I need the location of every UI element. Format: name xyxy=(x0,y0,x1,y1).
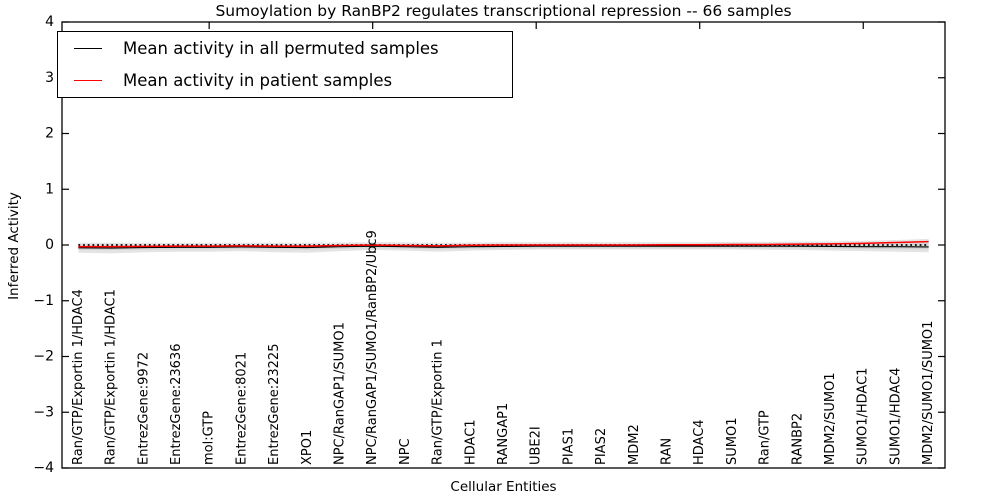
y-tick-label: −2 xyxy=(33,349,54,365)
x-tick-label: Ran/GTP xyxy=(758,410,773,465)
legend-item-patient: Mean activity in patient samples xyxy=(58,65,512,95)
x-tick-label: RANBP2 xyxy=(790,413,805,465)
legend-line-sample-patient xyxy=(74,79,102,81)
y-tick-label: −1 xyxy=(33,293,54,309)
x-tick-label: NPC/RanGAP1/SUMO1/RanBP2/Ubc9 xyxy=(365,230,380,465)
x-tick-label: NPC xyxy=(398,438,413,465)
x-tick-label: Ran/GTP/Exportin 1/HDAC4 xyxy=(71,289,86,465)
y-tick-label: −4 xyxy=(33,460,54,476)
y-tick-label: −3 xyxy=(33,404,54,420)
x-tick-label: HDAC1 xyxy=(463,419,478,465)
y-tick-label: 1 xyxy=(45,181,54,197)
y-tick-label: 0 xyxy=(45,237,54,253)
x-tick-label: MDM2 xyxy=(627,424,642,465)
x-tick-label: RAN xyxy=(660,438,675,465)
x-tick-label: EntrezGene:9972 xyxy=(136,352,151,465)
x-tick-label: MDM2/SUMO1 xyxy=(823,372,838,465)
x-tick-label: Ran/GTP/Exportin 1 xyxy=(431,339,446,465)
x-tick-label: PIAS1 xyxy=(561,428,576,465)
y-axis-label: Inferred Activity xyxy=(6,192,22,300)
x-tick-label: UBE2I xyxy=(529,426,544,465)
x-tick-label: SUMO1/HDAC1 xyxy=(856,368,871,465)
x-tick-label: EntrezGene:23636 xyxy=(169,344,184,465)
x-tick-label: XPO1 xyxy=(300,430,315,465)
legend-label-permuted: Mean activity in all permuted samples xyxy=(123,39,439,59)
x-tick-label: SUMO1 xyxy=(725,418,740,466)
x-tick-label: MDM2/SUMO1/SUMO1 xyxy=(921,321,936,465)
legend-label-patient: Mean activity in patient samples xyxy=(123,70,393,90)
y-tick-label: 3 xyxy=(45,70,54,86)
x-tick-label: HDAC4 xyxy=(692,419,707,465)
x-tick-label: mol:GTP xyxy=(202,411,217,465)
x-tick-label: NPC/RanGAP1/SUMO1 xyxy=(332,322,347,465)
y-tick-label: 2 xyxy=(45,126,54,142)
x-tick-label: Ran/GTP/Exportin 1/HDAC1 xyxy=(104,289,119,465)
legend-item-permuted: Mean activity in all permuted samples xyxy=(58,34,512,64)
y-tick-label: 4 xyxy=(45,14,54,30)
legend-line-sample-permuted xyxy=(74,48,102,50)
patient-mean-line xyxy=(78,240,929,248)
x-tick-label: EntrezGene:8021 xyxy=(234,352,249,465)
x-tick-label: RANGAP1 xyxy=(496,403,511,465)
permuted-mean-line xyxy=(78,245,929,249)
legend: Mean activity in all permuted samples Me… xyxy=(57,31,513,98)
x-axis-label: Cellular Entities xyxy=(450,479,557,495)
chart-title: Sumoylation by RanBP2 regulates transcri… xyxy=(215,2,792,20)
x-tick-label: EntrezGene:23225 xyxy=(267,344,282,465)
x-tick-label: PIAS2 xyxy=(594,428,609,465)
x-tick-label: SUMO1/HDAC4 xyxy=(888,368,903,465)
